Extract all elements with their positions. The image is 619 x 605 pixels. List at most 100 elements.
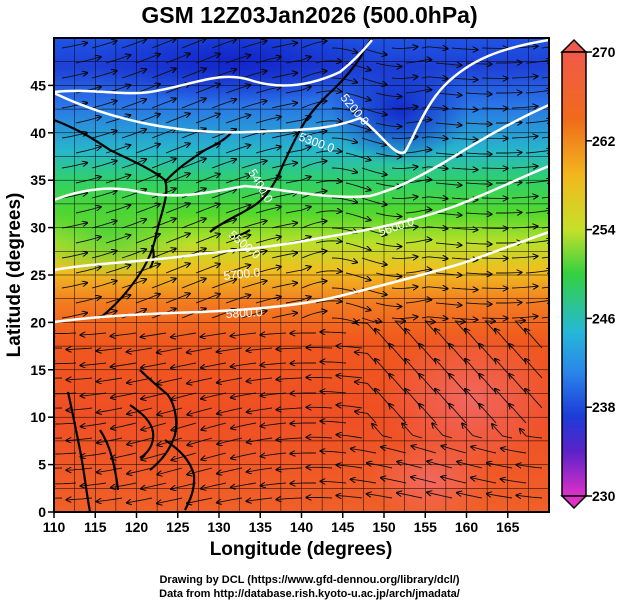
streamline <box>511 106 538 108</box>
streamline <box>75 267 101 274</box>
streamline <box>141 482 167 489</box>
streamline <box>525 300 549 303</box>
streamline <box>355 352 377 364</box>
streamline <box>91 281 117 289</box>
streamline <box>320 362 347 363</box>
y-tick-label: 15 <box>30 362 46 378</box>
streamline <box>290 363 316 364</box>
streamline <box>345 212 371 220</box>
streamline <box>91 71 117 79</box>
temperature-field <box>54 38 549 512</box>
streamline <box>496 92 522 93</box>
streamline <box>271 103 297 109</box>
streamline <box>211 99 236 109</box>
x-axis-label: Longitude (degrees) <box>210 539 393 560</box>
streamline <box>375 62 401 67</box>
streamline <box>181 159 206 169</box>
streamline <box>111 362 137 367</box>
streamline <box>321 421 347 423</box>
streamline <box>421 257 447 259</box>
streamline <box>261 483 287 486</box>
streamline <box>451 48 478 50</box>
streamline <box>525 389 543 409</box>
streamline <box>479 344 497 364</box>
streamline <box>247 348 273 351</box>
colorbar-label: 262 <box>592 133 616 149</box>
streamline <box>402 423 423 439</box>
streamline <box>405 240 431 244</box>
streamline <box>435 63 462 65</box>
streamline <box>271 43 297 49</box>
streamline <box>285 267 311 274</box>
streamline <box>241 311 267 319</box>
streamline <box>315 301 341 303</box>
y-tick-label: 35 <box>30 172 46 188</box>
streamline <box>306 348 333 349</box>
streamline <box>449 374 467 394</box>
streamline <box>541 256 549 259</box>
x-tick-label: 165 <box>496 519 520 535</box>
streamline <box>361 317 381 323</box>
streamline <box>211 279 236 289</box>
streamline <box>285 177 311 184</box>
streamline <box>525 180 549 183</box>
streamline <box>225 235 250 244</box>
streamline <box>105 295 130 304</box>
streamline <box>75 207 101 214</box>
streamline <box>405 180 431 184</box>
colorbar-ticks <box>586 51 592 497</box>
streamline <box>511 286 538 288</box>
streamline <box>421 137 447 139</box>
streamline <box>105 145 130 154</box>
streamline <box>435 303 462 305</box>
streamline <box>454 321 467 334</box>
streamline <box>419 374 437 394</box>
height-contours <box>54 38 549 324</box>
streamline <box>331 167 357 172</box>
streamline <box>337 465 363 469</box>
streamline <box>405 210 431 214</box>
streamline <box>141 362 167 368</box>
streamline <box>424 321 437 334</box>
streamline <box>441 446 467 454</box>
streamline <box>285 57 311 64</box>
streamline <box>496 302 522 303</box>
streamline <box>501 479 527 484</box>
y-tick-label: 5 <box>38 457 46 473</box>
streamline <box>67 438 93 441</box>
x-tick-label: 125 <box>166 519 190 535</box>
contour-label: 5700.0 <box>223 265 261 283</box>
streamline <box>121 99 146 109</box>
streamline <box>525 270 549 273</box>
streamline <box>355 411 377 424</box>
streamline <box>345 92 371 100</box>
streamline <box>345 242 371 250</box>
streamline <box>217 497 243 503</box>
streamline <box>501 448 527 454</box>
streamline <box>171 392 197 399</box>
streamline <box>451 288 478 290</box>
streamline <box>67 468 93 470</box>
streamline <box>225 145 250 154</box>
streamline <box>171 482 197 489</box>
streamline <box>81 422 107 427</box>
streamline <box>471 478 497 484</box>
streamline <box>105 235 130 244</box>
streamline <box>421 107 447 109</box>
streamline <box>331 317 357 322</box>
streamline <box>541 196 549 199</box>
streamline <box>105 175 130 184</box>
streamline <box>337 496 363 499</box>
streamline <box>419 344 437 364</box>
y-tick-label: 40 <box>30 125 46 141</box>
streamline <box>405 60 431 64</box>
streamline <box>511 196 538 198</box>
streamline <box>91 161 117 169</box>
streamline <box>151 159 176 169</box>
streamline <box>525 150 549 153</box>
streamline <box>195 234 220 244</box>
streamline <box>271 163 297 169</box>
y-axis-label: Latitude (degrees) <box>4 193 25 358</box>
streamline <box>331 287 357 292</box>
streamline <box>241 281 267 289</box>
